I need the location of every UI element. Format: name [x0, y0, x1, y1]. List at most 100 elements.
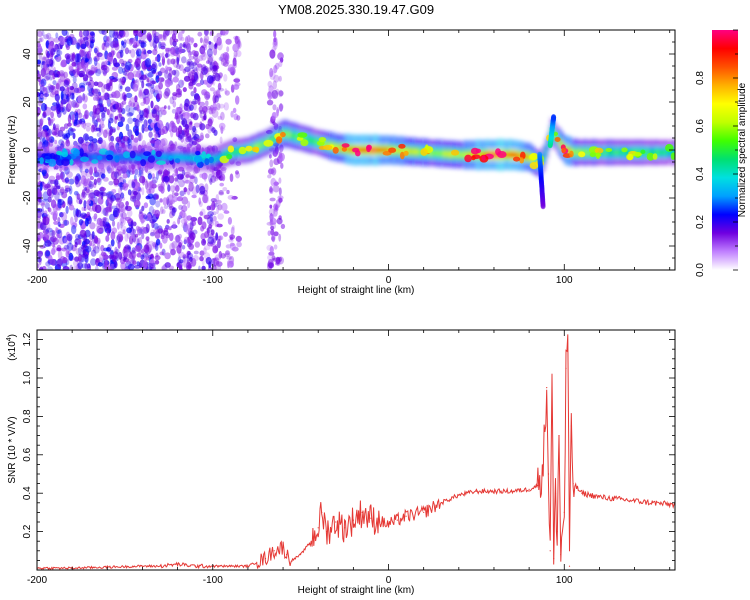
noise-speckle: [42, 66, 50, 75]
noise-speckle: [159, 251, 164, 256]
noise-speckle: [269, 214, 275, 219]
noise-speckle: [46, 227, 53, 233]
noise-speckle: [90, 258, 97, 266]
noise-speckle: [57, 221, 61, 227]
noise-speckle: [46, 188, 52, 197]
ridge-core: [608, 150, 611, 155]
noise-speckle: [42, 229, 50, 235]
noise-speckle: [143, 214, 148, 220]
ridge-core: [156, 155, 159, 160]
noise-speckle: [37, 232, 44, 239]
noise-speckle: [105, 128, 110, 135]
noise-speckle: [142, 97, 147, 104]
noise-speckle: [85, 186, 90, 194]
noise-speckle: [206, 216, 214, 225]
noise-speckle: [138, 92, 145, 99]
noise-speckle: [189, 121, 193, 125]
y-tick-label: 0.2: [22, 524, 33, 538]
noise-speckle: [100, 95, 105, 101]
noise-speckle: [197, 63, 203, 68]
noise-speckle: [192, 125, 197, 133]
ridge-blob: [341, 146, 347, 152]
noise-speckle: [74, 87, 80, 93]
noise-speckle: [134, 233, 139, 238]
ridge-blob: [151, 149, 156, 155]
snr-point: [194, 565, 196, 567]
noise-speckle: [273, 65, 278, 74]
noise-speckle: [140, 30, 147, 35]
noise-speckle: [64, 177, 69, 184]
noise-speckle: [182, 176, 189, 184]
noise-speckle: [188, 137, 194, 147]
noise-speckle: [48, 175, 56, 182]
ridge-blob: [595, 152, 601, 159]
noise-speckle: [127, 129, 133, 138]
noise-speckle: [60, 102, 64, 112]
noise-speckle: [93, 189, 100, 197]
snr-point: [568, 565, 571, 567]
ridge-core: [448, 151, 451, 157]
ridge-core: [432, 150, 435, 156]
noise-speckle: [143, 260, 148, 269]
noise-speckle: [91, 231, 95, 240]
noise-speckle: [210, 30, 215, 35]
ridge-core: [444, 151, 447, 156]
noise-speckle: [114, 38, 119, 46]
ridge-core: [290, 132, 293, 138]
noise-speckle: [66, 233, 73, 242]
noise-speckle: [88, 70, 95, 74]
noise-speckle: [271, 89, 279, 99]
noise-speckle: [59, 212, 64, 218]
noise-speckle: [149, 38, 154, 47]
noise-speckle: [169, 48, 176, 57]
noise-speckle: [97, 262, 103, 267]
snr-point: [510, 490, 513, 492]
x-tick-label: -200: [27, 575, 47, 586]
ridge-blob: [135, 156, 142, 161]
noise-speckle: [214, 258, 219, 266]
noise-speckle: [218, 235, 222, 241]
noise-speckle: [111, 220, 116, 227]
noise-speckle: [151, 179, 157, 185]
x-tick-label: 0: [386, 275, 392, 286]
ridge-core: [270, 137, 273, 143]
noise-speckle: [45, 250, 51, 257]
ridge-core: [232, 150, 235, 155]
noise-speckle: [37, 213, 40, 219]
noise-speckle: [71, 100, 77, 108]
noise-speckle: [217, 115, 223, 120]
noise-speckle: [157, 119, 164, 129]
noise-speckle: [108, 55, 113, 63]
noise-speckle: [45, 261, 51, 267]
noise-speckle: [179, 211, 183, 217]
ridge-core: [655, 150, 658, 155]
noise-speckle: [120, 116, 125, 122]
noise-speckle: [117, 121, 124, 128]
colorbar-label: Normalized spectral amplitude: [737, 82, 748, 217]
noise-speckle: [160, 45, 166, 50]
noise-speckle: [157, 169, 165, 177]
noise-speckle: [56, 247, 62, 252]
noise-speckle: [37, 171, 41, 181]
noise-speckle: [169, 96, 175, 105]
noise-speckle: [182, 87, 187, 93]
noise-speckle: [82, 74, 89, 82]
noise-speckle: [220, 167, 227, 174]
noise-speckle: [45, 49, 49, 56]
ridge-core: [119, 155, 122, 160]
noise-speckle: [216, 206, 220, 215]
noise-speckle: [85, 245, 92, 253]
noise-speckle: [128, 106, 135, 116]
noise-speckle: [45, 58, 53, 67]
noise-speckle: [168, 175, 175, 184]
noise-speckle: [117, 231, 124, 237]
ridge-core: [399, 148, 402, 153]
noise-speckle: [37, 106, 41, 116]
snr-point: [308, 542, 310, 544]
noise-speckle: [120, 212, 124, 218]
noise-speckle: [183, 239, 187, 245]
noise-speckle: [164, 252, 171, 260]
noise-speckle: [138, 36, 142, 44]
noise-speckle: [201, 172, 208, 180]
noise-speckle: [143, 88, 150, 96]
